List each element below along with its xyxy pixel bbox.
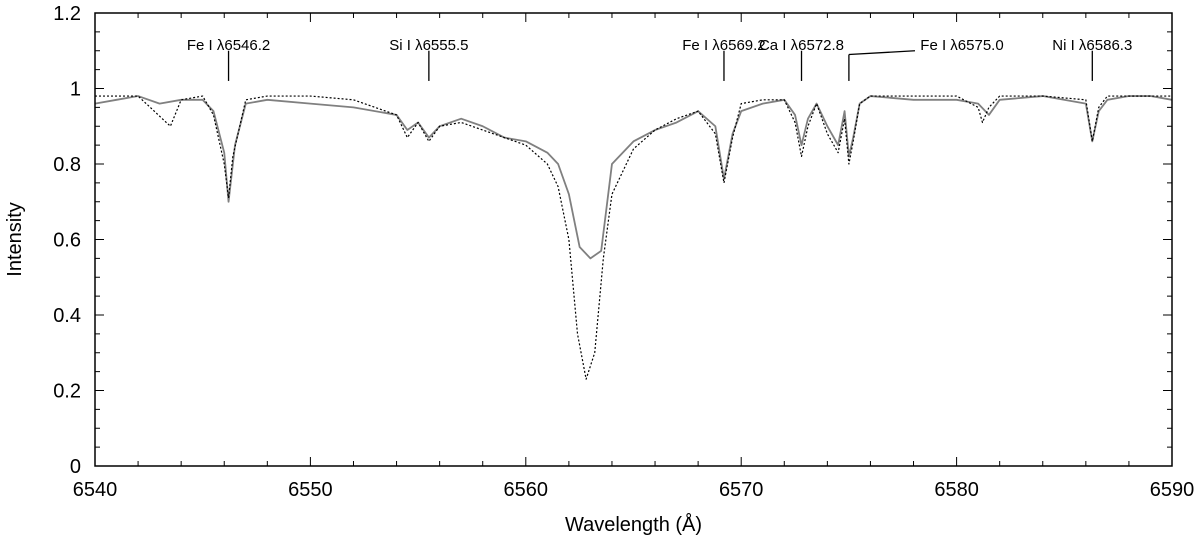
spectral-line-label: Ni I λ6586.3 [1052, 37, 1132, 54]
spectral-line-label: Ca I λ6572.8 [759, 37, 844, 54]
model-spectrum-line [95, 95, 1172, 380]
y-axis: 0 0.2 0.4 0.6 0.8 1 1.2 [53, 3, 1172, 478]
x-tick-label: 6570 [719, 479, 764, 501]
x-axis-label: Wavelength (Å) [565, 513, 702, 536]
y-tick-label: 0.4 [53, 305, 81, 327]
y-tick-label: 1 [70, 79, 81, 101]
spectral-line-label: Si I λ6555.5 [389, 37, 468, 54]
x-tick-label: 6550 [288, 479, 333, 501]
x-axis: 6540 6550 6560 6570 6580 6590 [73, 13, 1195, 501]
spectral-line-label: Fe I λ6546.2 [187, 37, 270, 54]
annotation-layer: Fe I λ6546.2 Si I λ6555.5 Fe I λ6569.2Ca I… [187, 37, 1132, 81]
y-tick-label: 1.2 [53, 3, 81, 25]
x-tick-label: 6560 [504, 479, 549, 501]
y-tick-label: 0.6 [53, 230, 81, 252]
x-tick-label: 6590 [1150, 479, 1195, 501]
plot-frame [94, 12, 1173, 467]
y-tick-label: 0.8 [53, 154, 81, 176]
y-tick-label: 0 [70, 456, 81, 478]
x-tick-label: 6540 [73, 479, 118, 501]
y-tick-label: 0.2 [53, 381, 81, 403]
x-tick-label: 6580 [934, 479, 979, 501]
series-layer [94, 95, 1173, 380]
y-axis-label: Intensity [4, 202, 26, 276]
spectral-line-label: Fe I λ6569.2 [682, 37, 765, 54]
spectral-line-label: Fe I λ6575.0 [920, 37, 1003, 54]
line-marker-leader [848, 50, 916, 56]
plot-area: Fe I λ6546.2 Si I λ6555.5 Fe I λ6569.2Ca I… [53, 3, 1194, 501]
observed-spectrum-line [94, 95, 1173, 260]
